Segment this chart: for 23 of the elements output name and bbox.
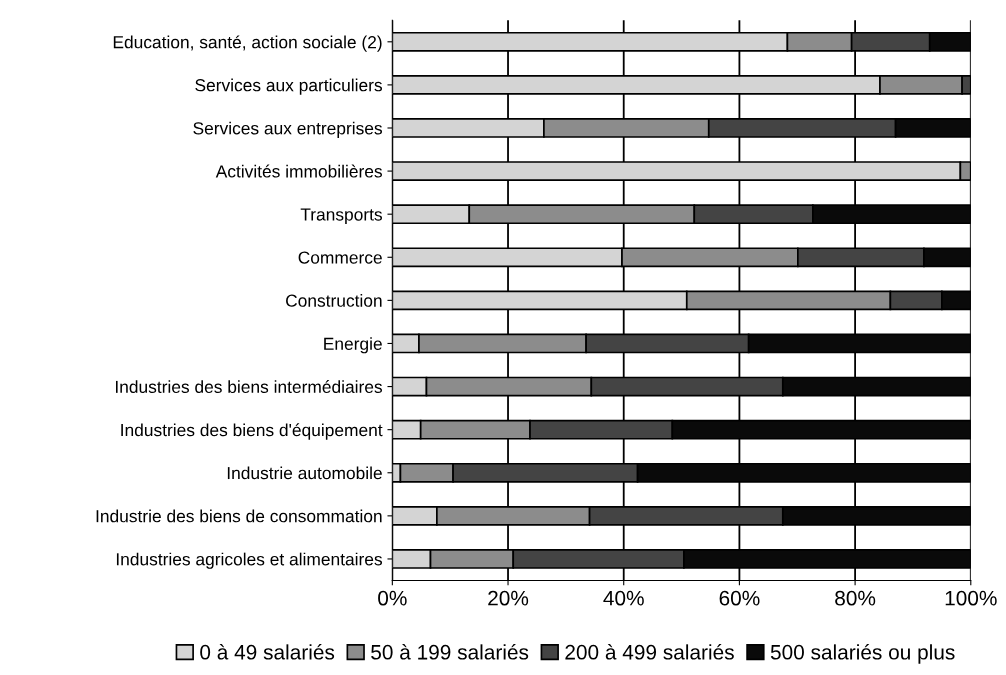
x-tick-label: 60% (719, 590, 760, 606)
y-tick-label: Industrie automobile (227, 466, 382, 480)
x-tick-label: 20% (488, 590, 529, 606)
y-tick-label: Services aux entreprises (193, 121, 382, 138)
y-tick-label: Construction (286, 294, 382, 307)
x-tick-label: 40% (603, 590, 644, 606)
y-tick-label: Energie (324, 337, 382, 354)
x-tick-label: 100% (945, 590, 997, 606)
legend-label: 50 à 199 salariés (371, 644, 529, 660)
x-tick-label: 80% (835, 590, 876, 606)
y-tick-label: Industries agricoles et alimentaires (116, 552, 383, 569)
y-tick-label: Transports (300, 208, 382, 225)
x-tick-label: 0% (378, 590, 407, 606)
legend-label: 200 à 499 salariés (565, 644, 734, 660)
y-tick-label: Industries des biens d'équipement (121, 423, 383, 440)
y-tick-label: Activités immobilières (215, 164, 382, 178)
legend-label: 0 à 49 salariés (200, 644, 335, 660)
y-tick-label: Commerce (298, 251, 382, 264)
y-tick-label: Services aux particuliers (195, 78, 382, 95)
y-tick-label: Industries des biens intermédiaires (115, 380, 383, 394)
y-tick-label: Industrie des biens de consommation (96, 509, 382, 523)
legend-label: 500 salariés ou plus (770, 644, 955, 664)
y-tick-label: Education, santé, action sociale (2) (113, 35, 382, 52)
